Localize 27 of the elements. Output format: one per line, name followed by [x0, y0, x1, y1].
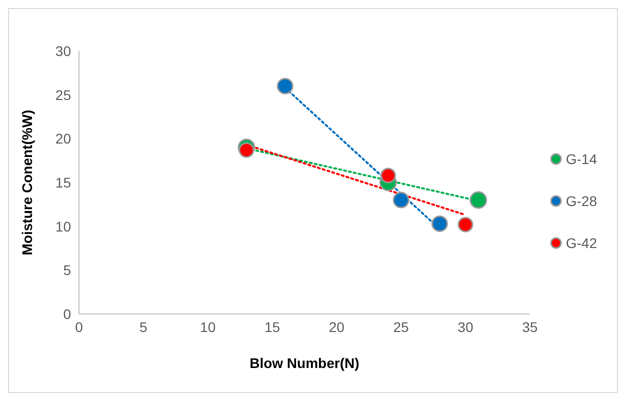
x-tick-label: 5 — [140, 318, 148, 335]
point — [458, 216, 474, 232]
x-tick-label: 15 — [264, 318, 280, 335]
y-tick-label: 15 — [55, 174, 72, 190]
y-axis-title: Moisture Conent(%W) — [18, 110, 35, 256]
point — [470, 191, 488, 209]
x-tick-label: 0 — [75, 318, 84, 335]
y-tick-label: 5 — [63, 262, 72, 278]
y-tick-label: 25 — [55, 86, 72, 103]
point — [392, 192, 410, 208]
x-tick-label: 35 — [522, 318, 538, 335]
x-tick-label: 20 — [328, 318, 345, 335]
legend-label: G-14 — [566, 150, 597, 166]
legend-label: G-28 — [566, 192, 597, 208]
x-tick-label: 25 — [393, 318, 410, 335]
y-tick-label: 0 — [63, 306, 72, 322]
point — [431, 215, 448, 232]
x-axis-title: Blow Number(N) — [250, 355, 360, 371]
y-tick-label: 10 — [55, 218, 72, 234]
x-tick-label: 30 — [458, 318, 474, 335]
point — [276, 78, 294, 94]
y-tick-label: 30 — [55, 42, 72, 59]
x-tick-label: 10 — [200, 318, 216, 335]
y-tick-label: 20 — [55, 130, 72, 147]
point — [380, 168, 396, 184]
legend-label: G-42 — [566, 234, 597, 250]
point — [238, 142, 254, 158]
